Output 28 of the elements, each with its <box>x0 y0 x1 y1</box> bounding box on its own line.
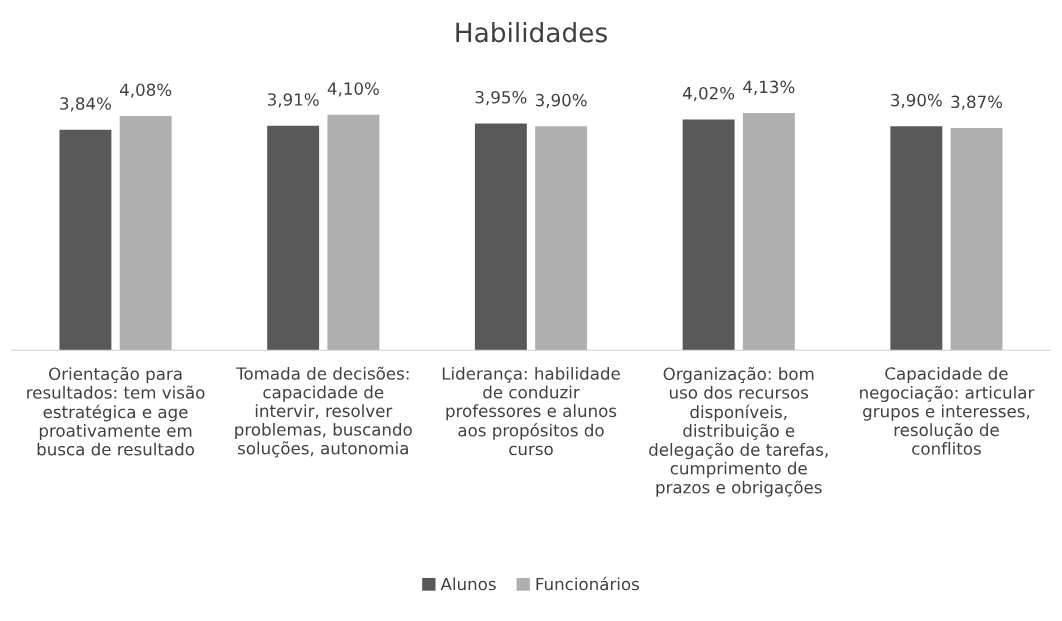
x-tick-label: Orientação para resultados: tem visão estratégica e age proativamente em busca de resultado <box>27 366 205 456</box>
data-label: 4,08% <box>120 83 172 98</box>
data-label: 3,95% <box>475 90 527 106</box>
bar <box>890 126 943 351</box>
bar <box>267 125 320 351</box>
data-label: 3,90% <box>891 93 942 109</box>
bar <box>474 123 527 351</box>
x-tick-label: Liderança: habilidade de conduzir professores e alunos aos propósitos do curso <box>442 366 620 456</box>
data-label: 3,84% <box>60 97 111 112</box>
bar <box>950 128 1003 351</box>
bar <box>327 114 380 351</box>
bar <box>119 115 172 351</box>
data-label: 4,02% <box>682 86 735 102</box>
legend-label: Alunos <box>440 577 496 591</box>
x-tick-label: Tomada de decisões: capacidade de intervir, resolver problemas, buscando soluções, autonomia <box>235 366 412 458</box>
x-tick-label: Organização: bom uso dos recursos disponíveis, distribuição e delegação de tarefas, cumprimento de prazos e obrigações <box>649 366 828 497</box>
legend-label: Funcionários <box>536 576 639 591</box>
data-label: 3,90% <box>535 93 587 109</box>
x-tick-label: Capacidade de negociação: articular grupos e interesses, resolução de conflitos <box>860 366 1035 455</box>
bar <box>682 119 735 351</box>
data-label: 4,13% <box>743 80 795 95</box>
bar <box>742 113 795 351</box>
chart-title: Habilidades <box>456 22 607 43</box>
bar <box>59 129 112 351</box>
data-label: 3,87% <box>951 95 1003 110</box>
bar <box>535 126 588 351</box>
data-label: 3,91% <box>267 93 319 108</box>
data-label: 4,10% <box>327 82 379 97</box>
